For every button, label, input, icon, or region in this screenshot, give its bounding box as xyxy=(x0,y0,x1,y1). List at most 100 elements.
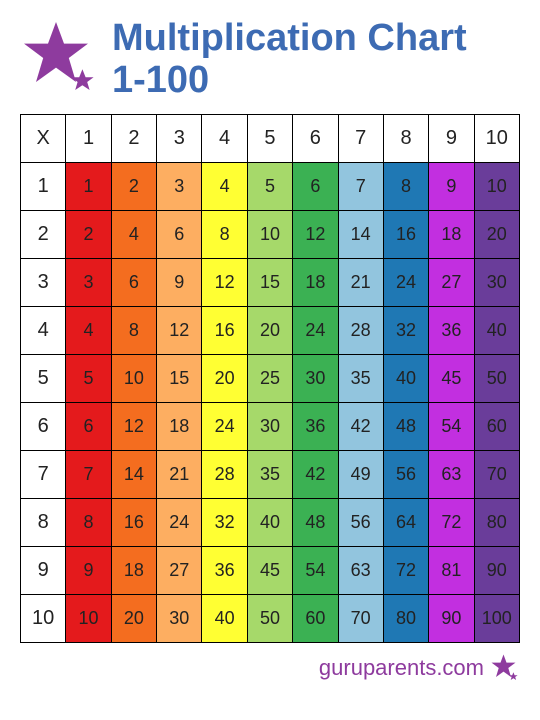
row-header: 2 xyxy=(21,210,66,258)
table-cell: 8 xyxy=(202,210,247,258)
header: Multiplication Chart 1-100 xyxy=(20,18,520,102)
page-title: Multiplication Chart 1-100 xyxy=(112,18,467,102)
table-cell: 18 xyxy=(293,258,338,306)
table-cell: 40 xyxy=(247,498,292,546)
table-cell: 70 xyxy=(474,450,519,498)
table-cell: 15 xyxy=(247,258,292,306)
big-star xyxy=(24,22,88,82)
col-header: 7 xyxy=(338,114,383,162)
table-cell: 3 xyxy=(66,258,111,306)
table-cell: 36 xyxy=(202,546,247,594)
table-cell: 54 xyxy=(429,402,474,450)
footer-star-icon xyxy=(490,653,520,683)
table-cell: 20 xyxy=(111,594,156,642)
row-header: 6 xyxy=(21,402,66,450)
title-line-2: 1-100 xyxy=(112,59,209,101)
table-cell: 63 xyxy=(338,546,383,594)
table-cell: 7 xyxy=(338,162,383,210)
table-cell: 7 xyxy=(66,450,111,498)
table-cell: 16 xyxy=(383,210,428,258)
row-header: 4 xyxy=(21,306,66,354)
table-cell: 50 xyxy=(474,354,519,402)
table-cell: 72 xyxy=(429,498,474,546)
table-cell: 15 xyxy=(157,354,202,402)
table-cell: 50 xyxy=(247,594,292,642)
table-cell: 12 xyxy=(111,402,156,450)
col-header: 5 xyxy=(247,114,292,162)
table-cell: 21 xyxy=(338,258,383,306)
table-cell: 20 xyxy=(474,210,519,258)
table-cell: 32 xyxy=(383,306,428,354)
table-cell: 36 xyxy=(293,402,338,450)
col-header: 4 xyxy=(202,114,247,162)
corner-cell: X xyxy=(21,114,66,162)
table-cell: 49 xyxy=(338,450,383,498)
table-cell: 48 xyxy=(383,402,428,450)
table-cell: 35 xyxy=(338,354,383,402)
table-cell: 6 xyxy=(66,402,111,450)
table-cell: 60 xyxy=(474,402,519,450)
table-cell: 10 xyxy=(66,594,111,642)
table-cell: 24 xyxy=(383,258,428,306)
table-cell: 9 xyxy=(157,258,202,306)
table-cell: 9 xyxy=(429,162,474,210)
table-cell: 90 xyxy=(429,594,474,642)
table-cell: 12 xyxy=(157,306,202,354)
table-cell: 2 xyxy=(111,162,156,210)
table-cell: 8 xyxy=(383,162,428,210)
table-cell: 14 xyxy=(111,450,156,498)
col-header: 9 xyxy=(429,114,474,162)
table-cell: 100 xyxy=(474,594,519,642)
table-cell: 42 xyxy=(293,450,338,498)
table-cell: 12 xyxy=(293,210,338,258)
table-cell: 45 xyxy=(247,546,292,594)
table-cell: 48 xyxy=(293,498,338,546)
table-cell: 10 xyxy=(247,210,292,258)
small-star xyxy=(71,69,93,90)
table-cell: 5 xyxy=(247,162,292,210)
table-cell: 3 xyxy=(157,162,202,210)
table-cell: 5 xyxy=(66,354,111,402)
table-cell: 60 xyxy=(293,594,338,642)
table-cell: 81 xyxy=(429,546,474,594)
table-cell: 10 xyxy=(111,354,156,402)
table-cell: 36 xyxy=(429,306,474,354)
table-cell: 24 xyxy=(157,498,202,546)
row-header: 9 xyxy=(21,546,66,594)
table-cell: 4 xyxy=(66,306,111,354)
table-cell: 21 xyxy=(157,450,202,498)
footer-brand: guruparents.com xyxy=(319,655,484,681)
table-cell: 20 xyxy=(247,306,292,354)
table-cell: 56 xyxy=(338,498,383,546)
table-cell: 40 xyxy=(383,354,428,402)
table-cell: 8 xyxy=(111,306,156,354)
table-cell: 24 xyxy=(202,402,247,450)
col-header: 1 xyxy=(66,114,111,162)
table-cell: 16 xyxy=(111,498,156,546)
col-header: 8 xyxy=(383,114,428,162)
table-cell: 30 xyxy=(293,354,338,402)
table-cell: 40 xyxy=(474,306,519,354)
table-cell: 63 xyxy=(429,450,474,498)
table-cell: 90 xyxy=(474,546,519,594)
col-header: 3 xyxy=(157,114,202,162)
table-cell: 30 xyxy=(474,258,519,306)
table-cell: 72 xyxy=(383,546,428,594)
table-cell: 28 xyxy=(202,450,247,498)
table-cell: 80 xyxy=(474,498,519,546)
table-cell: 2 xyxy=(66,210,111,258)
table-cell: 6 xyxy=(157,210,202,258)
table-cell: 14 xyxy=(338,210,383,258)
col-header: 10 xyxy=(474,114,519,162)
table-cell: 56 xyxy=(383,450,428,498)
row-header: 5 xyxy=(21,354,66,402)
star-logo-icon xyxy=(20,18,100,98)
table-cell: 30 xyxy=(157,594,202,642)
table-cell: 18 xyxy=(429,210,474,258)
table-cell: 1 xyxy=(66,162,111,210)
table-cell: 8 xyxy=(66,498,111,546)
table-cell: 20 xyxy=(202,354,247,402)
table-cell: 4 xyxy=(202,162,247,210)
table-cell: 18 xyxy=(111,546,156,594)
table-cell: 9 xyxy=(66,546,111,594)
